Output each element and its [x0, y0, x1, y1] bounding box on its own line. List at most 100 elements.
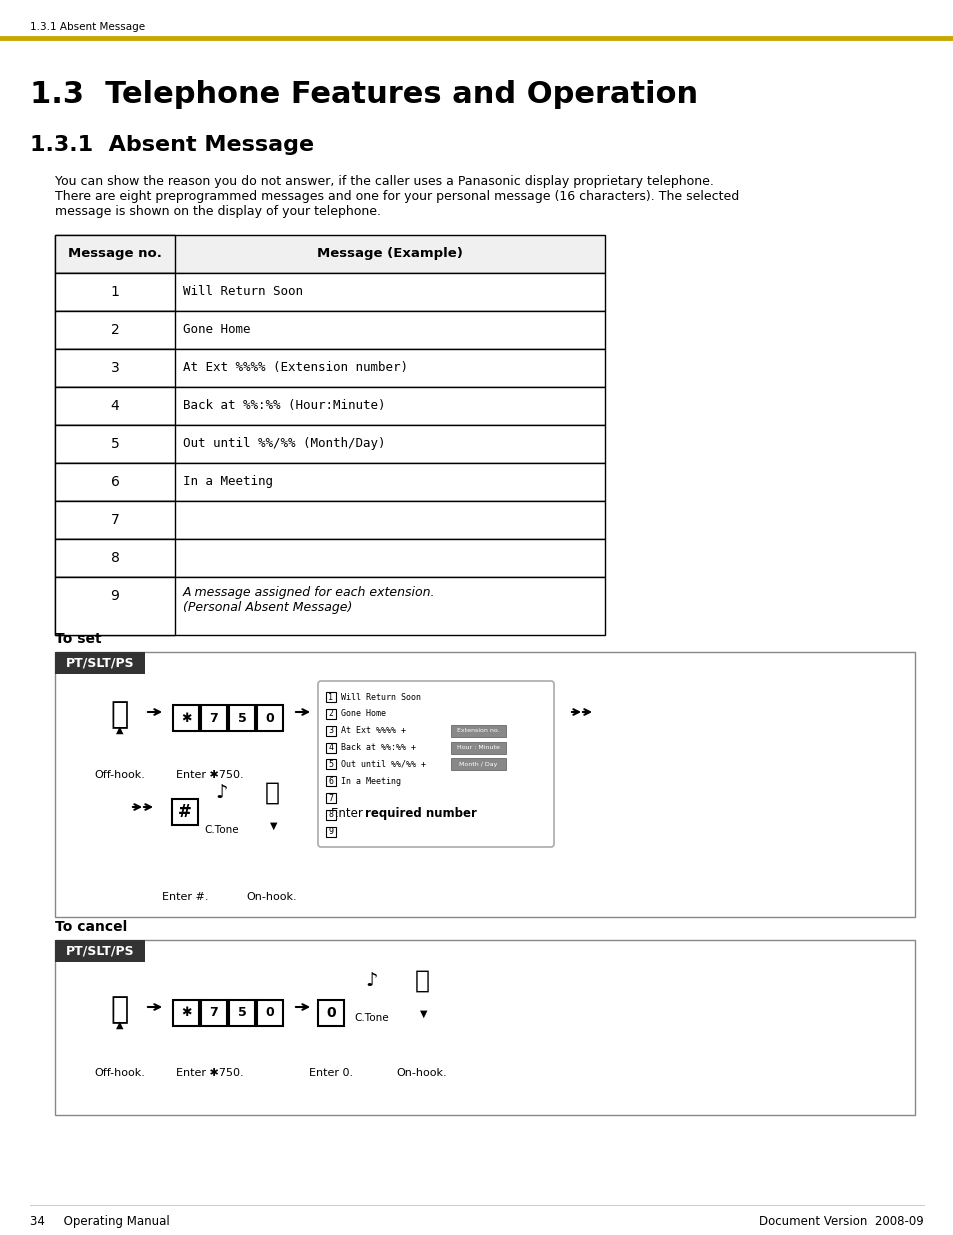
Bar: [256, 705, 283, 731]
Bar: [326, 810, 335, 820]
Bar: [55, 350, 604, 387]
Text: Gone Home: Gone Home: [183, 324, 251, 336]
Text: ✱: ✱: [180, 1007, 191, 1020]
Text: 1.3.1  Absent Message: 1.3.1 Absent Message: [30, 135, 314, 156]
Text: Will Return Soon: Will Return Soon: [183, 285, 303, 298]
Text: 📞: 📞: [264, 781, 279, 805]
Text: Gone Home: Gone Home: [340, 709, 386, 719]
Bar: [55, 350, 174, 387]
Text: A message assigned for each extension.
(Personal Absent Message): A message assigned for each extension. (…: [183, 585, 435, 614]
Bar: [55, 538, 174, 577]
Bar: [326, 793, 335, 803]
Text: #: #: [178, 803, 192, 821]
Text: 4: 4: [111, 399, 119, 412]
Text: Document Version  2008-09: Document Version 2008-09: [759, 1215, 923, 1228]
Text: 2: 2: [111, 324, 119, 337]
Bar: [201, 705, 227, 731]
Text: Extension no.: Extension no.: [456, 729, 499, 734]
Text: 7: 7: [210, 711, 218, 725]
Text: 6: 6: [328, 777, 334, 785]
Bar: [317, 1000, 344, 1026]
Text: 34     Operating Manual: 34 Operating Manual: [30, 1215, 170, 1228]
Text: Will Return Soon: Will Return Soon: [340, 693, 420, 701]
Bar: [326, 742, 335, 752]
Text: 7: 7: [111, 513, 119, 527]
Bar: [55, 273, 604, 311]
Bar: [55, 387, 604, 425]
Text: ▼: ▼: [420, 1009, 427, 1019]
Text: 7: 7: [210, 1007, 218, 1020]
Text: Enter: Enter: [331, 806, 366, 820]
Bar: [55, 387, 174, 425]
Bar: [172, 1000, 199, 1026]
Text: ▲: ▲: [116, 725, 124, 735]
Bar: [326, 826, 335, 837]
Text: To set: To set: [55, 632, 102, 646]
Text: ✱: ✱: [180, 711, 191, 725]
Text: Message (Example): Message (Example): [316, 247, 462, 261]
Bar: [451, 758, 505, 771]
Text: Enter ✱750.: Enter ✱750.: [176, 1068, 244, 1078]
Bar: [326, 760, 335, 769]
Text: In a Meeting: In a Meeting: [183, 475, 273, 488]
Bar: [55, 577, 604, 635]
Text: At Ext %%%% (Extension number): At Ext %%%% (Extension number): [183, 361, 408, 374]
Text: 5: 5: [237, 1007, 246, 1020]
Text: PT/SLT/PS: PT/SLT/PS: [66, 657, 134, 669]
Text: At Ext %%%% +: At Ext %%%% +: [340, 726, 406, 735]
Text: Back at %%:%% (Hour:Minute): Back at %%:%% (Hour:Minute): [183, 399, 385, 412]
Text: On-hook.: On-hook.: [396, 1068, 447, 1078]
Bar: [229, 705, 254, 731]
Text: ▼: ▼: [270, 821, 277, 831]
Text: 3: 3: [111, 361, 119, 375]
Text: 7: 7: [328, 794, 334, 803]
Text: Off-hook.: Off-hook.: [94, 1068, 145, 1078]
Text: PT/SLT/PS: PT/SLT/PS: [66, 945, 134, 957]
Bar: [172, 705, 199, 731]
Bar: [326, 692, 335, 701]
Bar: [55, 425, 174, 463]
Bar: [55, 940, 914, 1115]
Text: 📞: 📞: [111, 700, 129, 729]
Text: 1.3.1 Absent Message: 1.3.1 Absent Message: [30, 22, 145, 32]
Bar: [55, 577, 174, 635]
Text: Enter #.: Enter #.: [162, 892, 208, 902]
Bar: [326, 726, 335, 736]
Text: 1: 1: [328, 693, 334, 701]
Text: 9: 9: [111, 589, 119, 603]
Text: 5: 5: [237, 711, 246, 725]
Text: 4: 4: [328, 743, 334, 752]
Bar: [55, 940, 145, 962]
Bar: [55, 235, 174, 273]
Bar: [326, 709, 335, 719]
Bar: [326, 777, 335, 787]
Bar: [201, 1000, 227, 1026]
Text: 6: 6: [111, 475, 119, 489]
Text: C.Tone: C.Tone: [355, 1013, 389, 1023]
Text: Enter 0.: Enter 0.: [309, 1068, 353, 1078]
Bar: [55, 652, 914, 918]
Text: Back at %%:%% +: Back at %%:%% +: [340, 743, 416, 752]
Text: 3: 3: [328, 726, 334, 735]
Bar: [55, 235, 604, 273]
Text: 📞: 📞: [414, 969, 429, 993]
Text: 8: 8: [111, 551, 119, 564]
Text: required number: required number: [365, 806, 476, 820]
Bar: [256, 1000, 283, 1026]
Text: To cancel: To cancel: [55, 920, 127, 934]
Bar: [451, 725, 505, 737]
Bar: [229, 1000, 254, 1026]
Text: Month / Day: Month / Day: [458, 762, 497, 767]
Text: Off-hook.: Off-hook.: [94, 769, 145, 781]
Text: ♪: ♪: [365, 971, 377, 990]
Text: On-hook.: On-hook.: [247, 892, 297, 902]
Text: ♪: ♪: [215, 783, 228, 802]
Text: Out until %%/%% +: Out until %%/%% +: [340, 760, 426, 769]
Bar: [172, 799, 198, 825]
Text: .: .: [455, 806, 458, 820]
Bar: [55, 425, 604, 463]
Bar: [55, 311, 604, 350]
Bar: [55, 463, 604, 501]
Bar: [451, 741, 505, 753]
Bar: [55, 463, 174, 501]
